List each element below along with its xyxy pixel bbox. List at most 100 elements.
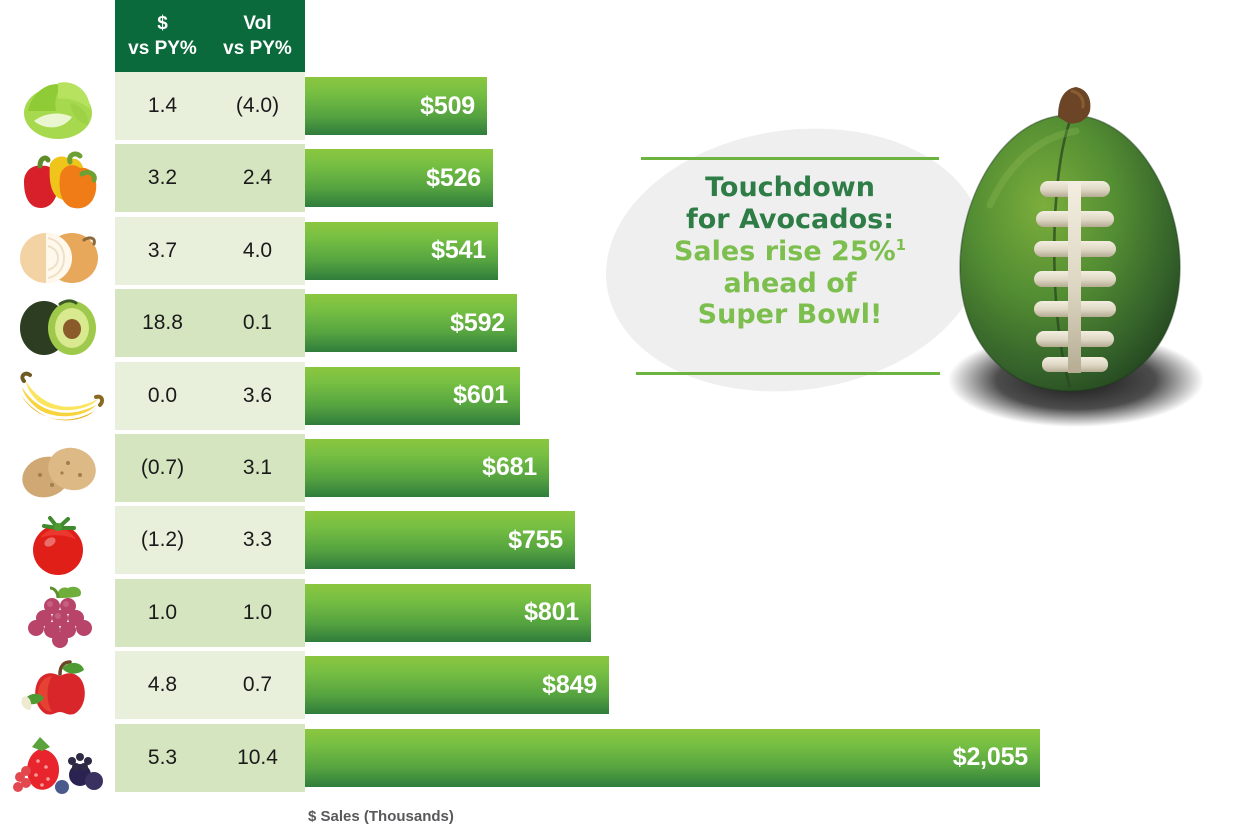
bar-track: $526 [305,149,1100,208]
callout-footnote-marker: 1 [895,235,907,254]
bar-track: $801 [305,583,1100,642]
row-metrics-band [115,289,305,358]
row-metrics-band [115,216,305,285]
header-col-volume: Vol vs PY% [210,0,305,72]
cell-volume-vs-py: 3.3 [242,528,273,552]
table-row: 4.8 0.7 $849 [0,651,1100,723]
header-col-volume-line2: vs PY% [223,38,292,59]
row-product-image [0,579,115,651]
sales-bar: $526 [305,149,493,208]
grapes-icon [27,586,92,648]
table-row: 3.2 2.4 $526 [0,144,1100,216]
row-metrics-band [115,723,305,792]
row-metrics-band [115,433,305,502]
header-col-dollar-line1: $ [157,13,168,34]
callout-line-4: ahead of [723,267,857,299]
chart-rows: 1.4 (4.0) $509 3.2 2.4 $526 3.7 4.0 $541 18.8 0.1 $… [0,72,1100,796]
sales-bar: $681 [305,438,549,497]
avocado-football-image [930,85,1210,435]
row-metrics-band [115,506,305,575]
cell-volume-vs-py: 3.6 [242,383,273,407]
bar-track: $509 [305,77,1100,135]
peppers-icon [23,151,97,208]
bar-track: $2,055 [305,728,1100,787]
row-metrics-band [115,361,305,430]
row-metrics-band [115,72,305,140]
apple-icon [20,660,85,715]
cell-dollar-vs-py: 3.7 [147,238,178,262]
sales-bar: $2,055 [305,728,1040,787]
cell-volume-vs-py: 4.0 [242,238,273,262]
bar-value-label: $601 [453,381,508,410]
cell-dollar-vs-py: (1.2) [140,528,185,552]
sales-bar: $801 [305,583,591,642]
header-col-dollar: $ vs PY% [115,0,210,72]
bar-track: $755 [305,511,1100,570]
avocado-football-icon [948,87,1204,427]
bar-track: $601 [305,366,1100,425]
sales-chart: $ vs PY% Vol vs PY% 1.4 (4.0) $509 3.2 2.4 $5… [0,0,1100,825]
bar-value-label: $592 [450,308,505,337]
row-product-image [0,434,115,506]
table-row: (1.2) 3.3 $755 [0,506,1100,578]
table-row: 0.0 3.6 $601 [0,361,1100,434]
row-product-image [0,144,115,216]
row-product-image [0,506,115,578]
callout-line-3-text: Sales rise 25% [673,235,896,267]
row-product-image [0,289,115,361]
sales-bar: $592 [305,294,517,353]
table-header: $ vs PY% Vol vs PY% [115,0,305,72]
bar-track: $849 [305,656,1100,715]
header-col-dollar-line2: vs PY% [128,38,197,59]
table-row: 5.3 10.4 $2,055 [0,723,1100,796]
sales-bar: $601 [305,366,520,425]
row-metrics-band [115,578,305,647]
table-row: (0.7) 3.1 $681 [0,433,1100,506]
berries-icon [12,736,103,794]
onions-icon [19,232,98,283]
bar-track: $592 [305,294,1100,353]
callout-line-5: Super Bowl! [697,299,883,331]
bar-value-label: $681 [482,453,537,482]
bar-value-label: $541 [431,236,486,265]
tomato-icon [32,515,83,575]
bar-value-label: $849 [542,670,597,699]
cell-dollar-vs-py: 5.3 [147,745,178,769]
cell-volume-vs-py: 1.0 [242,600,273,624]
header-col-volume-line1: Vol [243,13,272,34]
cell-dollar-vs-py: 4.8 [147,673,178,697]
bar-value-label: $509 [420,91,475,120]
callout-rule-bottom [636,372,940,375]
table-row: 18.8 0.1 $592 [0,289,1100,361]
table-row: 1.4 (4.0) $509 [0,72,1100,144]
row-product-image [0,724,115,796]
sales-bar: $755 [305,511,575,570]
sales-bar: $509 [305,77,487,135]
table-row: 1.0 1.0 $801 [0,578,1100,651]
row-metrics-band [115,651,305,720]
cell-volume-vs-py: 3.1 [242,455,273,479]
cell-volume-vs-py: 0.1 [242,311,273,335]
bar-value-label: $801 [524,598,579,627]
bar-track: $681 [305,438,1100,497]
row-product-image [0,651,115,723]
cell-dollar-vs-py: 1.4 [147,94,178,117]
bar-value-label: $2,055 [952,743,1028,772]
table-row: 3.7 4.0 $541 [0,216,1100,289]
callout-line-2: for Avocados: [685,203,895,235]
callout-box: Touchdown for Avocados: Sales rise 25%1 … [588,104,1020,416]
cell-dollar-vs-py: 0.0 [147,383,178,407]
row-metrics-band [115,144,305,213]
row-product-image [0,72,115,144]
bar-track: $541 [305,221,1100,280]
callout-text: Touchdown for Avocados: Sales rise 25%1 … [620,172,960,331]
potato-icon [21,447,96,498]
cell-dollar-vs-py: (0.7) [140,455,185,479]
cell-volume-vs-py: 10.4 [237,745,278,769]
callout-rule-top [641,157,939,160]
bar-value-label: $755 [508,525,563,554]
cell-dollar-vs-py: 1.0 [147,600,178,624]
row-product-image [0,362,115,434]
callout-line-1: Touchdown [705,172,875,203]
cell-volume-vs-py: 2.4 [242,166,273,190]
